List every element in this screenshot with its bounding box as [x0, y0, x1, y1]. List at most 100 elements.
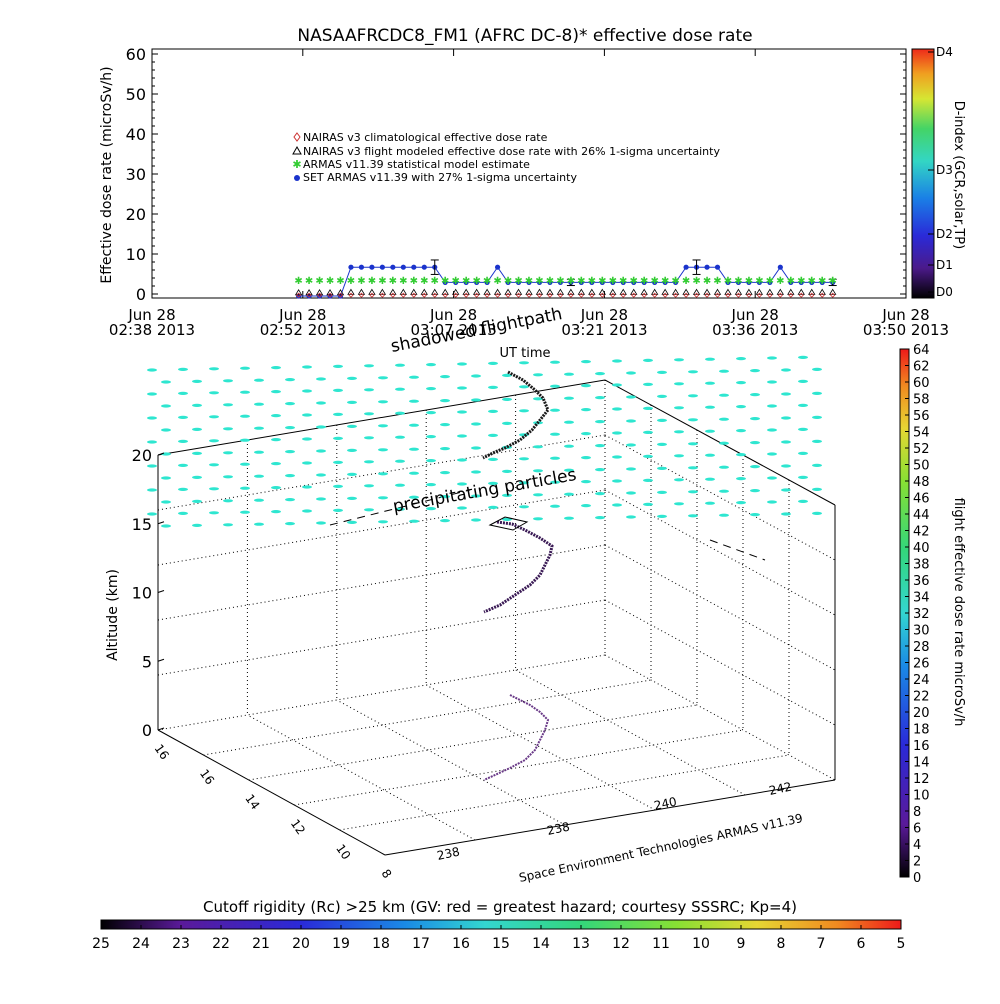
- colorbar-tick-label: 12: [612, 936, 630, 952]
- particle-dash: [736, 477, 746, 481]
- colorbar-tick-label: 16: [452, 936, 470, 952]
- particle-dash: [457, 362, 467, 366]
- data-point: [296, 293, 302, 299]
- particle-dash: [223, 427, 233, 431]
- colorbar-tick-label: D1: [936, 258, 953, 272]
- colorbar-tick-label: 22: [212, 936, 230, 952]
- colorbar-tick-label: 21: [252, 936, 270, 952]
- particle-dash: [240, 438, 250, 442]
- particle-dash: [347, 424, 357, 428]
- data-point: [578, 292, 584, 298]
- particle-dash: [750, 465, 760, 469]
- colorbar-ticks: 0246810121416182022242628303234363840424…: [905, 343, 930, 886]
- x-tick-label: Jun 28: [127, 306, 175, 324]
- particle-dash: [502, 397, 512, 401]
- particle-dash: [688, 394, 698, 398]
- data-point: [369, 292, 375, 298]
- data-point: [756, 279, 762, 285]
- data-point: ✱: [441, 276, 449, 287]
- data-point: [347, 288, 355, 295]
- x-tick-label: 02:52 2013: [260, 321, 346, 339]
- particle-dash: [657, 514, 667, 519]
- data-point: ✱: [755, 276, 763, 287]
- colorbar-tick-label: 48: [913, 475, 930, 490]
- colorbar-tick-label: 40: [913, 541, 930, 556]
- data-point: [441, 288, 449, 295]
- particle-dash: [457, 458, 467, 462]
- colorbar-tick-label: 44: [913, 508, 930, 523]
- data-point: [767, 292, 773, 298]
- particle-dash: [533, 373, 543, 377]
- colorbar-tick-label: 11: [652, 936, 670, 952]
- particle-dash: [409, 375, 419, 379]
- data-point: [316, 292, 323, 298]
- colorbar-ticks: 25 24 23 22 21 20 19 18 17 16 15 14 13 12 11 10 9 8 7 6 5: [92, 925, 905, 952]
- data-point: ✱: [399, 276, 407, 287]
- particle-dash: [254, 378, 264, 382]
- data-point: ✱: [357, 276, 365, 287]
- y-tick-label: 10: [126, 245, 146, 264]
- particle-dash: [533, 517, 543, 521]
- particle-dash: [223, 475, 233, 479]
- data-point: [515, 279, 522, 285]
- colorbar-tick-label: 32: [913, 607, 930, 622]
- particle-dash: [488, 481, 498, 485]
- particle-dash: [285, 522, 295, 526]
- data-point: [546, 288, 554, 295]
- particle-dash: [688, 514, 698, 518]
- particle-dash: [409, 423, 419, 427]
- particle-dash: [798, 355, 808, 359]
- particle-dash: [612, 455, 622, 459]
- particle-dash: [595, 516, 605, 520]
- particle-dash: [471, 494, 481, 498]
- data-point: [788, 279, 794, 285]
- particle-dash: [581, 504, 591, 508]
- particle-dash: [192, 499, 202, 503]
- longitude-tick-label: 238: [436, 844, 461, 862]
- data-point: [514, 288, 523, 295]
- data-point: [671, 288, 680, 295]
- data-point: [337, 293, 344, 299]
- data-point: [410, 288, 418, 295]
- data-point: ✱: [336, 276, 344, 287]
- data-point: ✱: [378, 276, 386, 287]
- particle-dash: [812, 487, 822, 491]
- particle-dash: [812, 367, 822, 371]
- particle-dash: [395, 387, 405, 391]
- data-point: [420, 288, 428, 295]
- particle-dash: [209, 415, 219, 419]
- particle-dash: [209, 367, 219, 371]
- legend-item-nairas-climatological: NAIRAS v3 climatological effective dose …: [293, 131, 548, 144]
- data-point: [493, 288, 502, 295]
- data-point: [327, 293, 333, 299]
- particle-dash: [626, 419, 636, 423]
- data-point: [767, 279, 773, 285]
- particle-dash: [643, 502, 653, 506]
- data-point: [788, 292, 794, 298]
- data-point: [348, 292, 354, 298]
- particle-dash: [161, 500, 171, 504]
- particle-dash: [798, 427, 808, 431]
- particle-dash: [581, 360, 591, 364]
- data-point: ✱: [724, 276, 732, 287]
- grid-line: [248, 704, 698, 781]
- data-point: [610, 279, 616, 285]
- colorbar-tick-label: 5: [897, 936, 906, 952]
- particle-dash: [781, 416, 791, 420]
- particle-dash: [519, 481, 529, 485]
- colorbar-tick-label: 18: [372, 936, 390, 952]
- particle-dash: [550, 432, 560, 436]
- x-tick-label: 02:38 2013: [109, 321, 195, 339]
- particle-dash: [364, 412, 374, 416]
- data-point: [693, 292, 700, 298]
- particle-dash: [333, 436, 343, 440]
- x-tick-label: Jun 28: [731, 306, 779, 324]
- x-tick-label: 03:36 2013: [712, 321, 798, 339]
- grid-line: [604, 654, 836, 781]
- particle-dash: [223, 523, 233, 527]
- colorbar-tick-label: 50: [913, 459, 930, 474]
- data-point: ✱: [745, 276, 753, 287]
- particle-dash: [519, 385, 529, 389]
- particle-dash: [302, 485, 312, 489]
- particle-dash: [657, 490, 667, 494]
